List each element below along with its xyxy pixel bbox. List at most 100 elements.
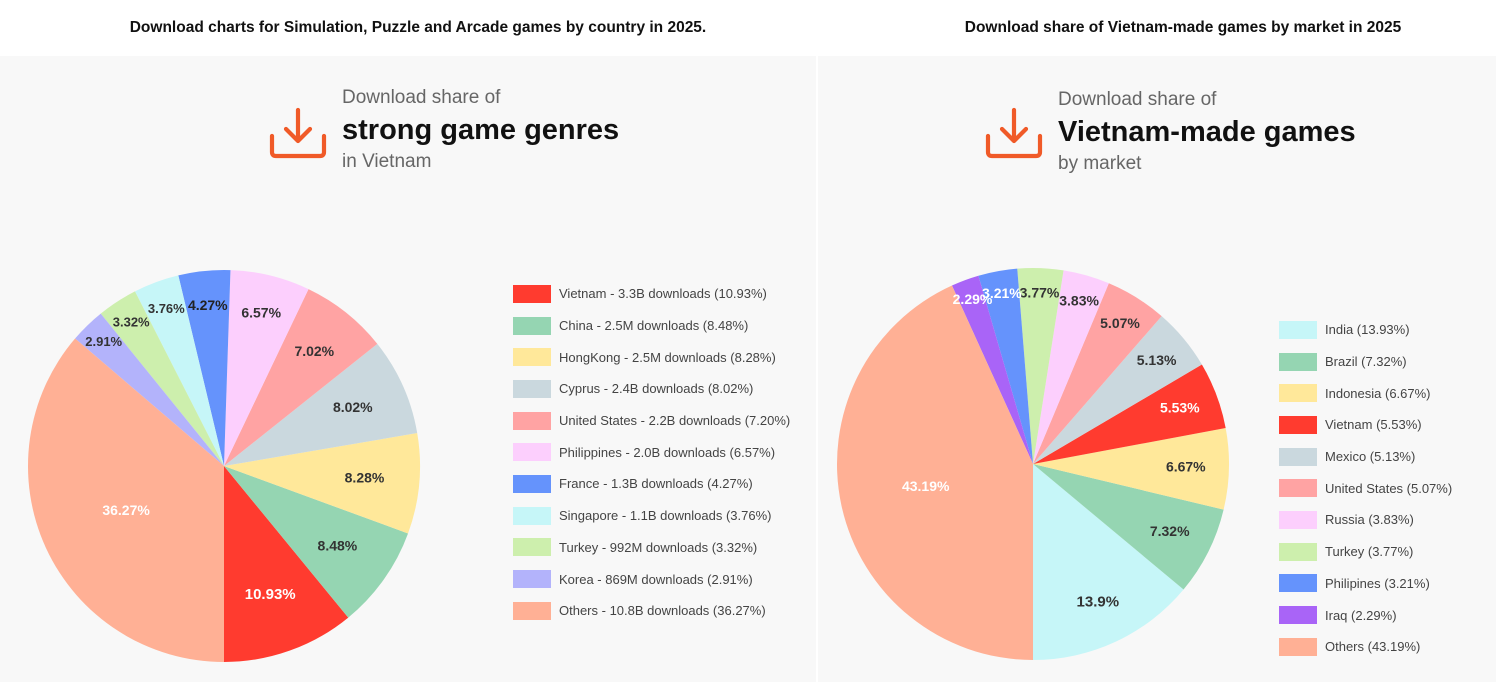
legend-item: Mexico (5.13%) — [1279, 441, 1452, 473]
header-pre: Download share of — [1058, 89, 1217, 110]
pie-slice — [224, 289, 378, 466]
legend-label: Others (43.19%) — [1325, 639, 1421, 655]
legend-label: France - 1.3B downloads (4.27%) — [559, 476, 753, 492]
right-chart-header: Download share of Vietnam-made games by … — [1058, 88, 1356, 176]
legend-swatch — [513, 506, 551, 525]
legend-item: United States - 2.2B downloads (7.20%) — [513, 405, 790, 437]
right-pie-chart: 13.9% 7.32% 6.67% 5.53% 5.13% 5.07%3.83%3.77%… — [837, 267, 1229, 660]
legend-item: Indonesia (6.67%) — [1279, 377, 1452, 409]
pie-slice — [1017, 267, 1064, 464]
legend-item: United States (5.07%) — [1279, 472, 1452, 504]
legend-label: Singapore - 1.1B downloads (3.76%) — [559, 508, 772, 524]
pie-slice — [1033, 464, 1184, 660]
legend-label: United States - 2.2B downloads (7.20%) — [559, 413, 791, 429]
legend-label: Turkey (3.77%) — [1325, 544, 1414, 560]
legend-item: Vietnam - 3.3B downloads (10.93%) — [513, 278, 790, 310]
slice-label: 13.9% — [1077, 593, 1120, 610]
pie-slice — [134, 275, 224, 466]
pie-slice — [224, 433, 421, 534]
pie-slice — [178, 270, 231, 466]
slice-label: 7.32% — [1150, 523, 1190, 539]
slice-label: 3.83% — [1059, 293, 1099, 309]
slice-label: 36.27% — [102, 502, 150, 518]
slice-label: 5.53% — [1160, 400, 1200, 416]
legend-swatch — [1279, 384, 1317, 403]
legend-swatch — [1279, 542, 1317, 561]
left-chart-panel: Download share of strong game genres in … — [0, 56, 816, 682]
left-pie-chart: 10.93% 8.48% 8.28% 8.02% 7.02% 6.57% 4.27%3.76… — [27, 270, 421, 662]
pie-slice — [978, 268, 1033, 464]
legend-label: Iraq (2.29%) — [1325, 607, 1397, 623]
slice-label: 6.57% — [241, 304, 281, 320]
header-post: in Vietnam — [342, 151, 432, 172]
legend-label: India (13.93%) — [1325, 322, 1410, 338]
slice-label: 3.21% — [982, 285, 1022, 301]
pie-slice — [951, 275, 1033, 464]
legend-swatch — [513, 348, 551, 367]
legend-label: Turkey - 992M downloads (3.32%) — [559, 539, 758, 555]
legend-item: HongKong - 2.5M downloads (8.28%) — [513, 341, 790, 373]
pie-slice — [1033, 316, 1202, 464]
right-chart-panel: Download share of Vietnam-made games by … — [818, 56, 1496, 682]
legend-item: Others - 10.8B downloads (36.27%) — [513, 595, 790, 627]
legend-item: Philippines - 2.0B downloads (6.57%) — [513, 436, 790, 468]
legend-swatch — [1279, 606, 1317, 625]
legend-item: Turkey - 992M downloads (3.32%) — [513, 532, 790, 564]
slice-label: 2.91% — [85, 334, 122, 349]
legend-label: Philipines (3.21%) — [1325, 575, 1430, 591]
legend-label: Philippines - 2.0B downloads (6.57%) — [559, 444, 776, 460]
right-legend: India (13.93%) Brazil (7.32%) Indonesia (6… — [1279, 314, 1452, 663]
legend-swatch — [513, 379, 551, 398]
header-main: Vietnam-made games — [1058, 116, 1356, 148]
slice-label: 3.32% — [113, 314, 150, 329]
legend-swatch — [513, 474, 551, 493]
legend-swatch — [1279, 574, 1317, 593]
slice-label: 10.93% — [245, 586, 296, 603]
download-icon — [269, 107, 327, 159]
legend-swatch — [513, 538, 551, 557]
slice-label: 3.77% — [1020, 284, 1060, 300]
legend-item: Philipines (3.21%) — [1279, 568, 1452, 600]
slice-label: 8.28% — [345, 470, 385, 486]
pie-slice — [1033, 428, 1229, 510]
pie-slice — [27, 338, 225, 662]
legend-label: Vietnam (5.53%) — [1325, 417, 1422, 433]
legend-item: Singapore - 1.1B downloads (3.76%) — [513, 500, 790, 532]
legend-item: Others (43.19%) — [1279, 631, 1452, 663]
slice-label: 8.48% — [318, 537, 358, 553]
legend-swatch — [1279, 447, 1317, 466]
legend-label: Cyprus - 2.4B downloads (8.02%) — [559, 381, 754, 397]
slice-label: 5.13% — [1137, 352, 1177, 368]
legend-item: Brazil (7.32%) — [1279, 346, 1452, 378]
legend-swatch — [513, 411, 551, 430]
header-pre: Download share of — [342, 87, 501, 108]
legend-swatch — [1279, 352, 1317, 371]
legend-label: Indonesia (6.67%) — [1325, 385, 1431, 401]
legend-item: Korea - 869M downloads (2.91%) — [513, 563, 790, 595]
pie-slice — [100, 291, 224, 466]
legend-label: Russia (3.83%) — [1325, 512, 1414, 528]
legend-swatch — [1279, 415, 1317, 434]
legend-swatch — [1279, 320, 1317, 339]
legend-swatch — [513, 601, 551, 620]
left-chart-header: Download share of strong game genres in … — [342, 86, 619, 174]
pie-slice — [1033, 270, 1109, 464]
legend-item: Vietnam (5.53%) — [1279, 409, 1452, 441]
legend-label: Others - 10.8B downloads (36.27%) — [559, 603, 766, 619]
header-main: strong game genres — [342, 114, 620, 146]
pie-slice — [1033, 364, 1226, 464]
legend-label: United States (5.07%) — [1325, 480, 1453, 496]
pie-slice — [75, 313, 224, 466]
pie-slice — [1033, 283, 1162, 464]
pie-slice — [1033, 464, 1224, 590]
slice-label: 5.07% — [1100, 315, 1140, 331]
legend-swatch — [513, 443, 551, 462]
slice-label: 2.29% — [953, 291, 993, 307]
right-figure-title: Download share of Vietnam-made games by … — [964, 19, 1402, 36]
pie-slice — [224, 270, 309, 466]
legend-item: France - 1.3B downloads (4.27%) — [513, 468, 790, 500]
slice-label: 6.67% — [1166, 459, 1206, 475]
legend-item: Turkey (3.77%) — [1279, 536, 1452, 568]
legend-item: Russia (3.83%) — [1279, 504, 1452, 536]
legend-swatch — [513, 284, 551, 303]
